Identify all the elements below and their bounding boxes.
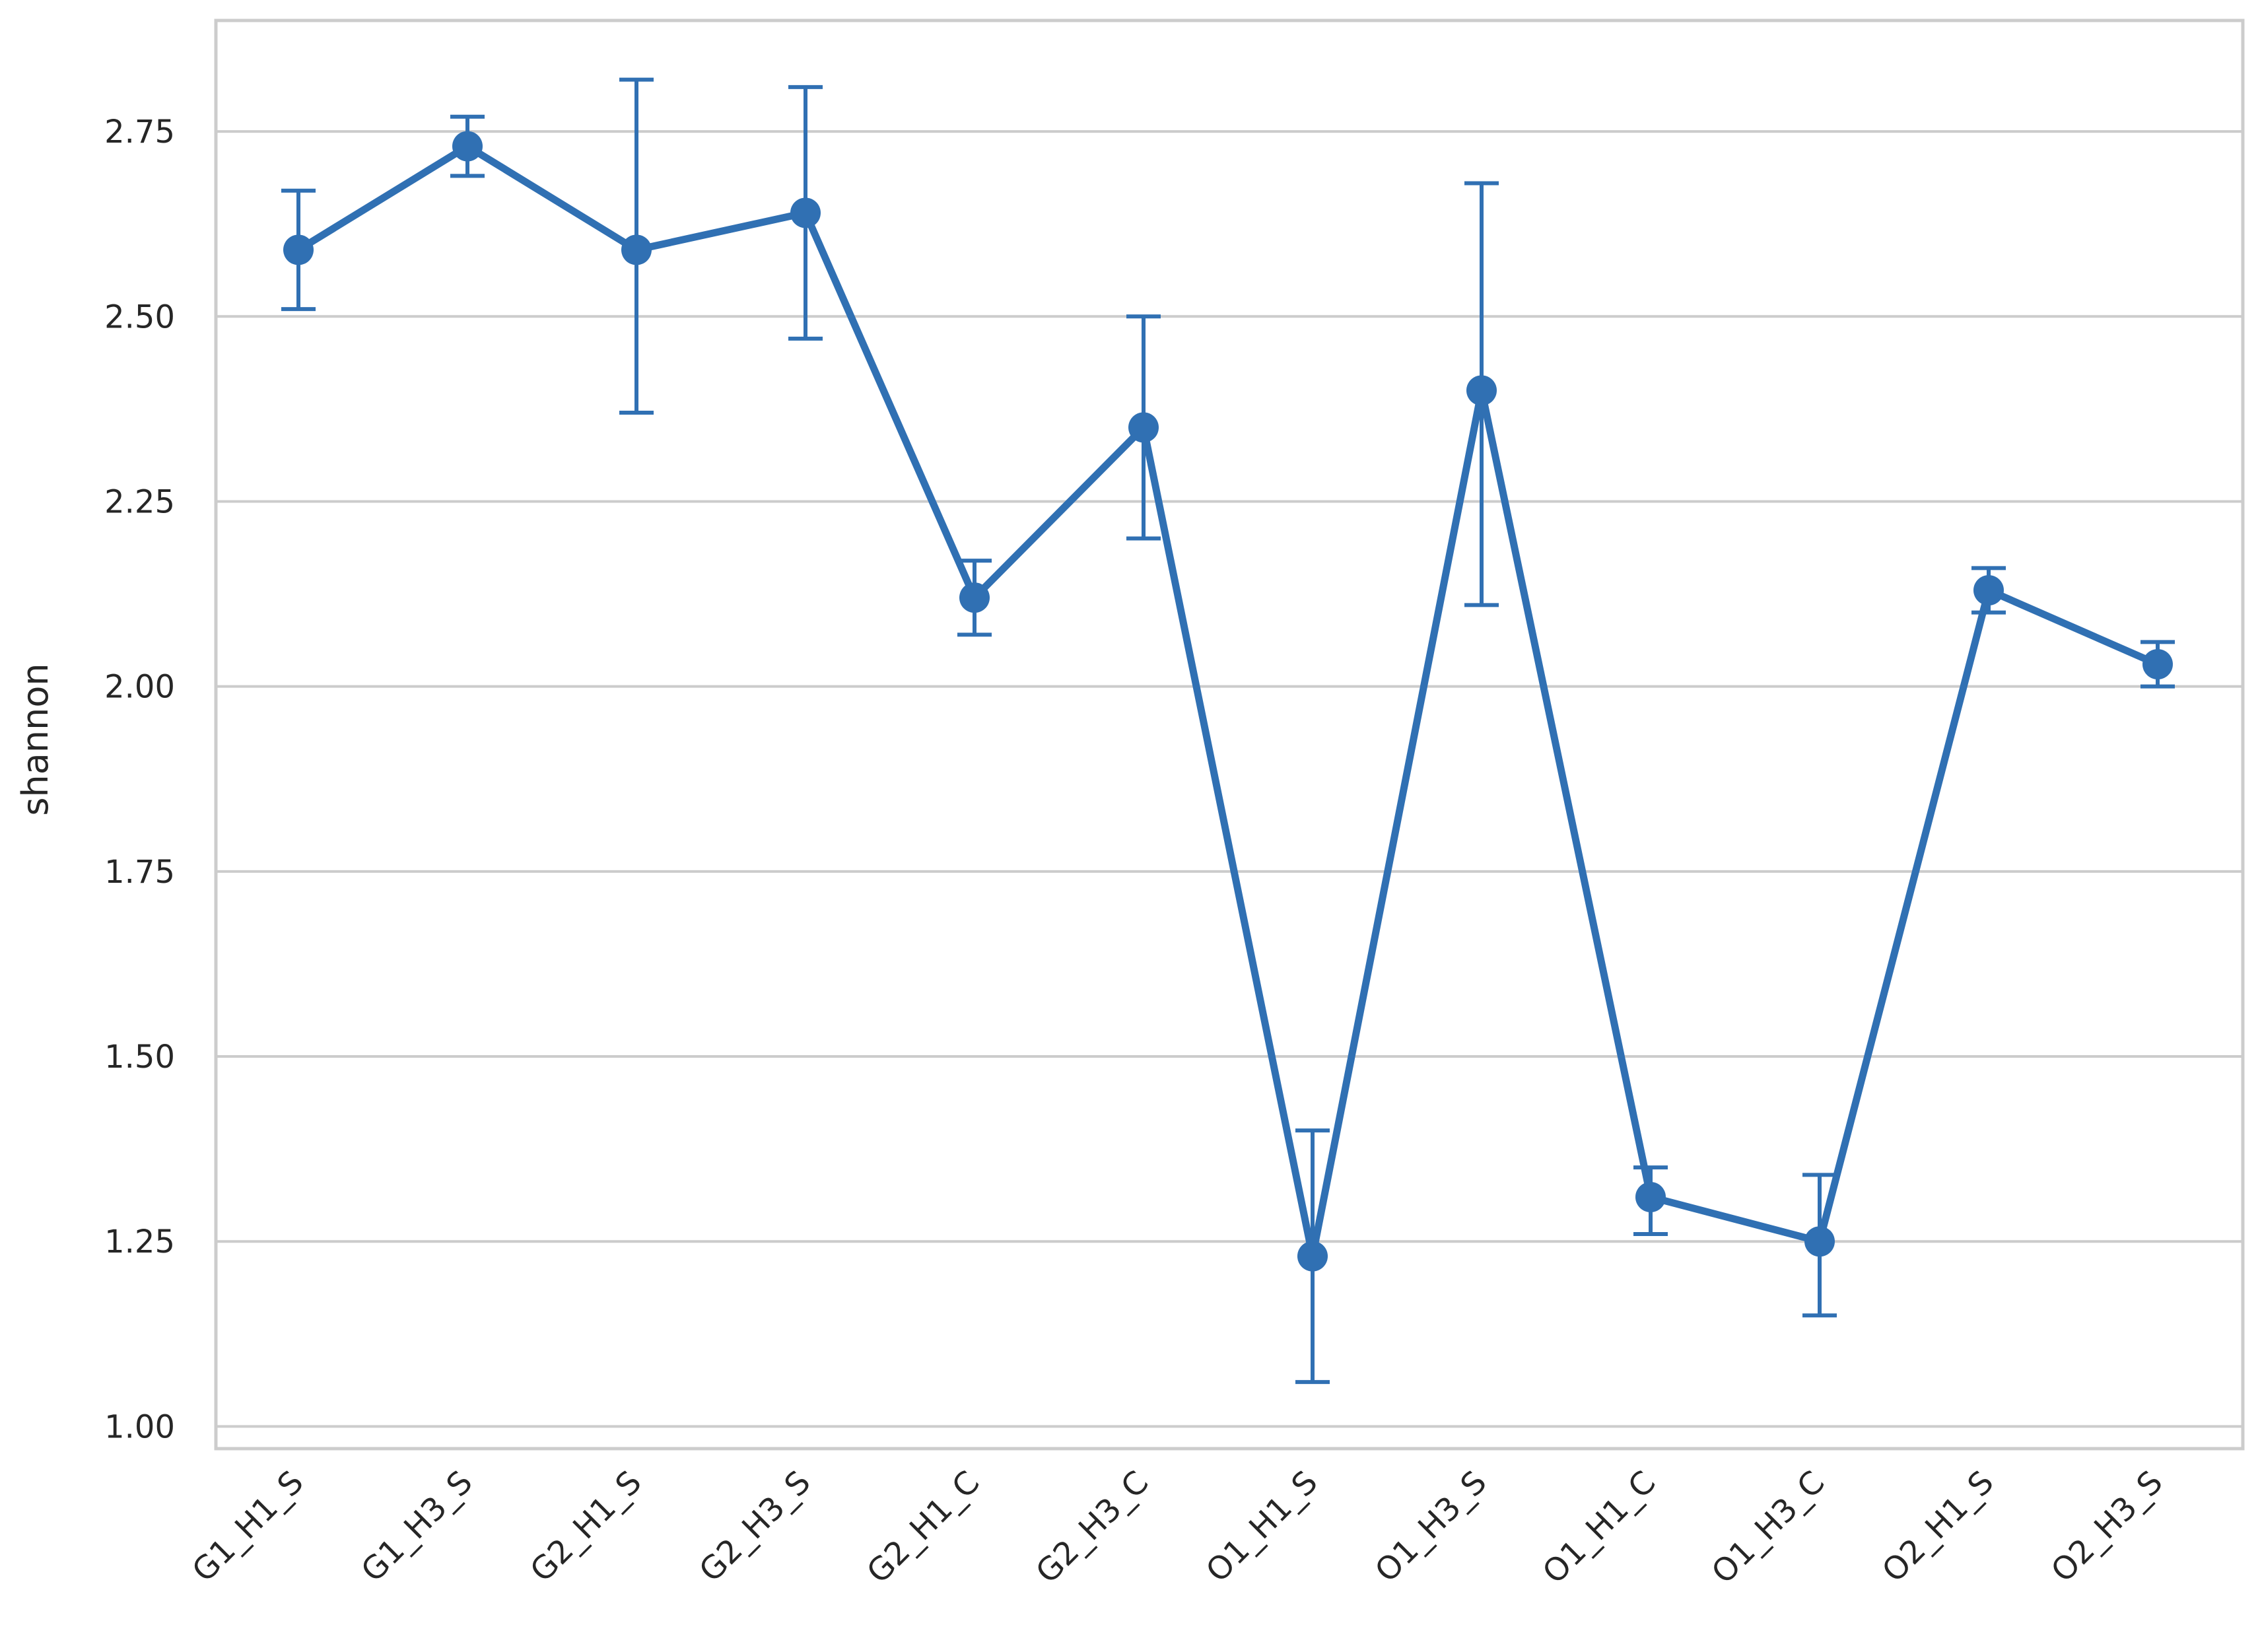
- y-tick-label: 1.75: [104, 854, 175, 891]
- series-line: [294, 143, 2162, 1260]
- y-tick-label: 1.25: [104, 1223, 175, 1260]
- y-axis-label: shannon: [15, 663, 56, 815]
- y-tick-label: 2.00: [104, 669, 175, 706]
- y-tick-label: 2.25: [104, 483, 175, 520]
- data-points: [283, 131, 2173, 1272]
- x-tick-labels: G1_H1_S G1_H3_S G2_H1_S G2_H3_S G2_H1_C G2_H3…: [185, 1464, 2170, 1591]
- x-tick-label: G2_H3_C: [1029, 1464, 1155, 1591]
- data-point: [959, 582, 990, 613]
- x-tick-label: O1_H1_C: [1536, 1464, 1663, 1591]
- grid-lines: [216, 130, 2243, 1428]
- data-point: [1128, 412, 1159, 443]
- data-point: [1804, 1226, 1835, 1257]
- error-bars: [281, 77, 2175, 1385]
- x-tick-label: G1_H1_S: [185, 1464, 310, 1589]
- data-point: [790, 197, 821, 228]
- data-point: [2142, 649, 2173, 680]
- data-point: [452, 131, 483, 162]
- data-point: [1297, 1241, 1328, 1272]
- y-tick-labels: 1.00 1.25 1.50 1.75 2.00 2.25 2.50 2.75: [104, 114, 175, 1445]
- x-tick-label: O2_H3_S: [2044, 1464, 2170, 1590]
- x-tick-label: G2_H3_S: [692, 1464, 817, 1589]
- x-tick-label: O2_H1_S: [1875, 1464, 2001, 1590]
- data-point: [1635, 1181, 1666, 1212]
- data-point: [283, 234, 314, 265]
- data-point: [1466, 375, 1497, 406]
- x-tick-label: O1_H3_S: [1368, 1464, 1494, 1590]
- x-tick-label: G1_H3_S: [354, 1464, 479, 1589]
- x-tick-label: G2_H1_S: [523, 1464, 648, 1589]
- y-tick-label: 2.75: [104, 114, 175, 151]
- x-tick-label: G2_H1_C: [860, 1464, 986, 1591]
- x-tick-label: O1_H1_S: [1199, 1464, 1325, 1590]
- data-point: [621, 234, 652, 265]
- y-tick-label: 1.50: [104, 1039, 175, 1076]
- y-tick-label: 2.50: [104, 298, 175, 335]
- x-tick-label: O1_H3_C: [1705, 1464, 1832, 1591]
- plot-frame: [214, 18, 2245, 1451]
- y-tick-label: 1.00: [104, 1408, 175, 1445]
- data-point: [1973, 574, 2004, 605]
